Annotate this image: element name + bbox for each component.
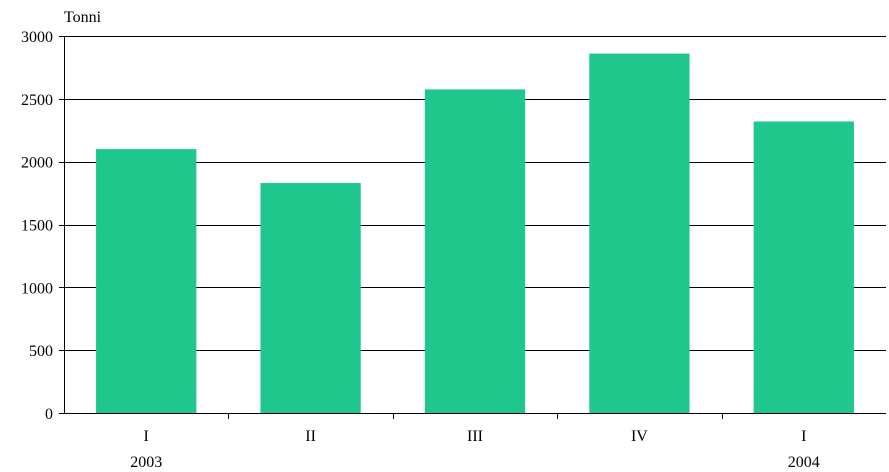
x-tick-label: III [467,428,483,445]
x-year-label: 2003 [130,454,162,471]
y-axis-label: Tonni [64,9,102,26]
y-tick-label: 500 [29,343,53,360]
y-tick-label: 2500 [21,92,53,109]
x-tick-label: I [144,428,149,445]
x-tick-label: I [801,428,806,445]
bar [589,53,690,414]
x-tick-label: II [305,428,316,445]
x-year-label: 2004 [788,454,820,471]
axes [59,36,886,419]
bars [96,53,854,414]
y-tick-label: 0 [45,406,53,423]
y-tick-label: 2000 [21,155,53,172]
y-tick-label: 3000 [21,29,53,46]
y-tick-labels: 0 500 1000 1500 2000 2500 3000 [21,29,53,423]
x-tick-label: IV [631,428,648,445]
y-tick-label: 1500 [21,218,53,235]
bar [424,89,526,414]
bar [260,183,361,413]
y-tick-label: 1000 [21,280,53,297]
bar [96,149,197,413]
bar [753,121,854,413]
